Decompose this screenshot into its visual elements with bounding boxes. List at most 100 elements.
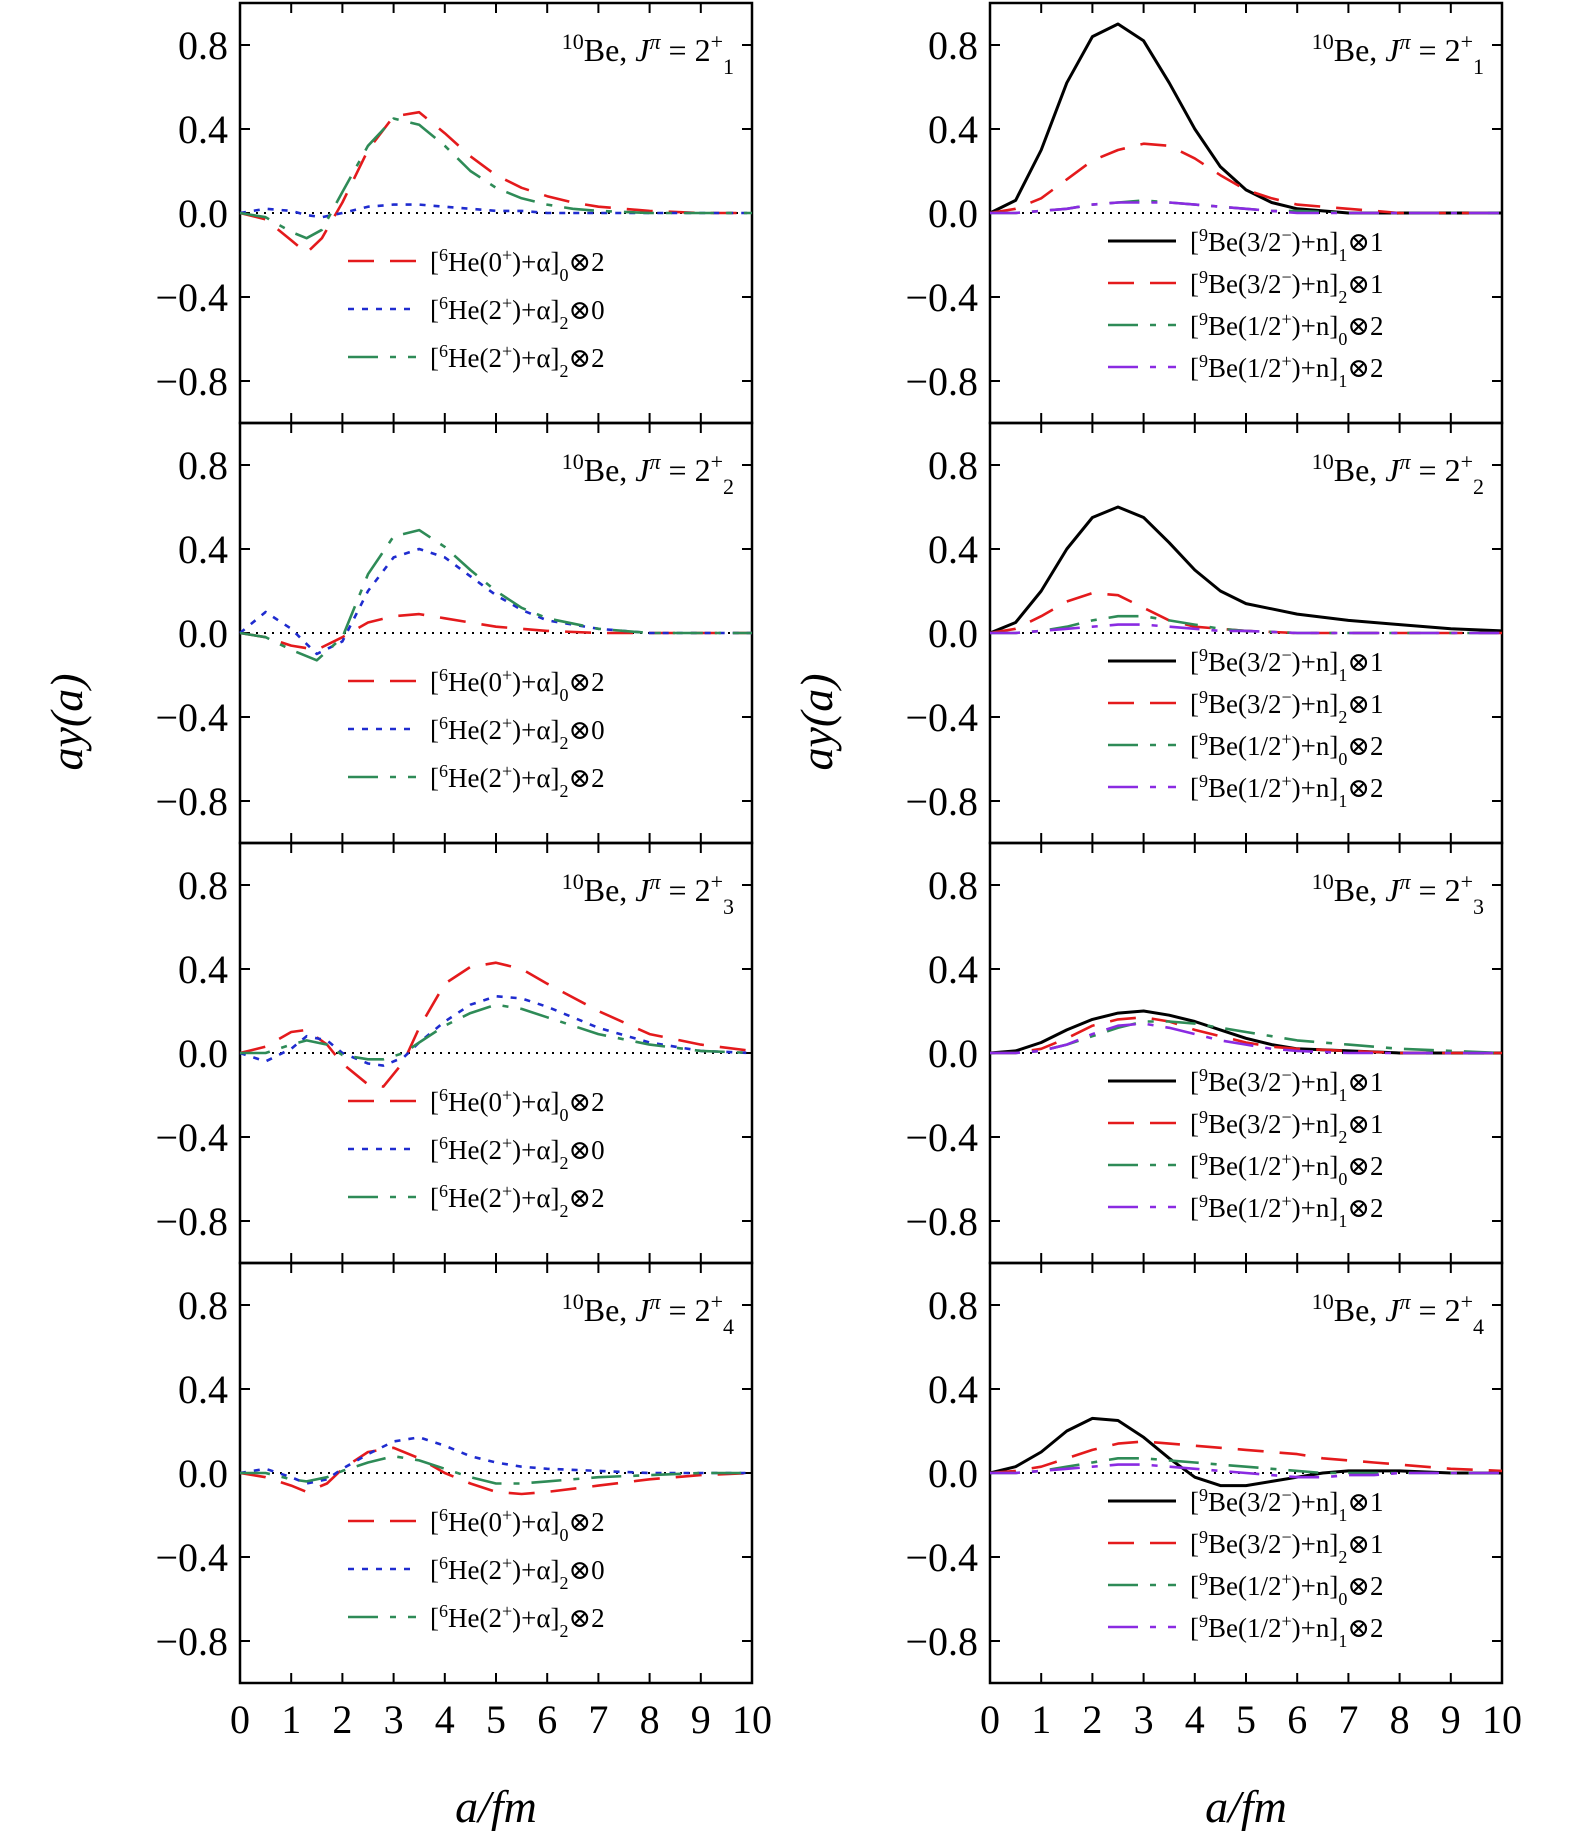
legend-entry: [9Be(1/2+)+n]1⊗2	[1190, 1611, 1384, 1651]
legend-entry: [6He(2+)+α]2⊗2	[430, 1181, 605, 1221]
legend-entry: [6He(2+)+α]2⊗0	[430, 1133, 605, 1173]
y-tick-label: 0.4	[928, 107, 978, 152]
y-tick-label: 0.8	[178, 23, 228, 68]
panel-title: 10Be, Jπ = 2+2	[562, 449, 734, 499]
y-tick-label: 0.8	[928, 863, 978, 908]
x-tick-label: 2	[332, 1697, 352, 1742]
x-tick-label: 6	[537, 1697, 557, 1742]
series-line-blue	[239, 1436, 752, 1485]
x-axis-label-right: a/fm	[1205, 1781, 1287, 1831]
x-tick-label: 10	[732, 1697, 772, 1742]
series-line-blue	[239, 994, 753, 1067]
legend-entry: [9Be(1/2+)+n]1⊗2	[1190, 1191, 1384, 1231]
y-tick-label: 0.8	[928, 1283, 978, 1328]
panel-title: 10Be, Jπ = 2+1	[1312, 29, 1484, 79]
x-tick-label: 2	[1082, 1697, 1102, 1742]
x-tick-label: 9	[1441, 1697, 1461, 1742]
y-tick-label: 0.8	[178, 443, 228, 488]
legend-entry: [9Be(3/2−)+n]1⊗1	[1190, 645, 1384, 685]
panel-title: 10Be, Jπ = 2+4	[562, 1289, 734, 1339]
y-tick-label: 0.0	[928, 1451, 978, 1496]
legend-entry: [9Be(1/2+)+n]1⊗2	[1190, 771, 1384, 811]
legend-entry: [9Be(3/2−)+n]2⊗1	[1190, 1107, 1384, 1147]
legend-entry: [6He(2+)+α]2⊗0	[430, 293, 605, 333]
series-line-blue	[239, 547, 752, 656]
x-tick-label: 5	[1236, 1697, 1256, 1742]
y-tick-label: 0.0	[928, 191, 978, 236]
panel-right-4: 0.8 0.4 0.0 −0.4 −0.80 1 2 3 4 5 6 7 8 9 10 10Be, Jπ = …	[905, 1261, 1522, 1742]
series-line-purple	[990, 1463, 1502, 1479]
series-line-red	[989, 1440, 1503, 1475]
y-tick-label: 0.0	[178, 1451, 228, 1496]
series-line-red	[239, 110, 752, 255]
series-line-red	[989, 142, 1502, 215]
x-tick-label: 0	[980, 1697, 1000, 1742]
legend-entry: [9Be(1/2+)+n]0⊗2	[1190, 309, 1384, 349]
panel-right-1: 0.8 0.4 0.0 −0.4 −0.8 10Be, Jπ = 2+1 [9Be(3/2−…	[905, 1, 1504, 425]
series-line-green	[239, 528, 752, 662]
y-tick-label: 0.8	[178, 1283, 228, 1328]
series-line-green	[240, 1003, 753, 1061]
panel-title: 10Be, Jπ = 2+2	[1312, 449, 1484, 499]
x-axis-label-left: a/fm	[455, 1781, 537, 1831]
y-tick-label: −0.8	[905, 359, 978, 404]
y-tick-label: −0.8	[905, 1199, 978, 1244]
y-tick-label: 0.4	[178, 1367, 228, 1412]
y-axis-label-right: ay(a)	[791, 673, 842, 770]
y-tick-label: −0.8	[155, 779, 228, 824]
x-tick-label: 1	[1031, 1697, 1051, 1742]
series-line-purple	[990, 1022, 1502, 1055]
series-line-red	[239, 612, 752, 652]
legend-entry: [9Be(3/2−)+n]2⊗1	[1190, 687, 1384, 727]
y-tick-label: 0.0	[928, 1031, 978, 1076]
legend-entry: [9Be(1/2+)+n]0⊗2	[1190, 1149, 1384, 1189]
x-tick-label: 5	[486, 1697, 506, 1742]
y-tick-label: −0.4	[905, 275, 978, 320]
y-tick-label: −0.8	[155, 359, 228, 404]
legend-entry: [6He(2+)+α]2⊗2	[430, 341, 605, 381]
x-tick-label: 7	[588, 1697, 608, 1742]
x-tick-label: 8	[1390, 1697, 1410, 1742]
panels-group: 0.8 0.4 0.0 −0.4 −0.8 10Be, Jπ = 2+1 [6He(0+)+…	[155, 1, 1522, 1742]
x-tick-label: 10	[1482, 1697, 1522, 1742]
legend-entry: [6He(0+)+α]0⊗2	[430, 245, 605, 285]
y-tick-label: 0.8	[178, 863, 228, 908]
series-line-green	[990, 1457, 1502, 1475]
legend-entry: [6He(0+)+α]0⊗2	[430, 1505, 605, 1545]
x-tick-label: 4	[1185, 1697, 1205, 1742]
y-tick-label: 0.4	[178, 527, 228, 572]
panel-left-4: 0.8 0.4 0.0 −0.4 −0.80 1 2 3 4 5 6 7 8 9 10 10Be, Jπ = …	[155, 1261, 772, 1742]
y-tick-label: −0.8	[905, 779, 978, 824]
y-tick-label: −0.8	[155, 1199, 228, 1244]
y-tick-label: 0.4	[178, 947, 228, 992]
panel-title: 10Be, Jπ = 2+4	[1312, 1289, 1484, 1339]
series-line-red	[990, 1015, 1502, 1055]
series-line-green	[239, 117, 752, 240]
legend-entry: [6He(2+)+α]2⊗2	[430, 1601, 605, 1641]
legend-entry: [6He(0+)+α]0⊗2	[430, 665, 605, 705]
y-tick-label: −0.4	[905, 1535, 978, 1580]
x-tick-label: 1	[281, 1697, 301, 1742]
panel-right-2: 0.8 0.4 0.0 −0.4 −0.8 10Be, Jπ = 2+2 [9Be(3/2−…	[905, 421, 1504, 845]
legend-entry: [9Be(1/2+)+n]0⊗2	[1190, 1569, 1384, 1609]
panel-title: 10Be, Jπ = 2+3	[1312, 869, 1484, 919]
y-axis-label-left: ay(a)	[41, 673, 92, 770]
y-tick-label: 0.4	[178, 107, 228, 152]
legend-entry: [9Be(3/2−)+n]1⊗1	[1190, 1065, 1384, 1105]
y-tick-label: 0.8	[928, 23, 978, 68]
legend-entry: [9Be(3/2−)+n]2⊗1	[1190, 1527, 1384, 1567]
panel-left-2: 0.8 0.4 0.0 −0.4 −0.8 10Be, Jπ = 2+2 [6He(0+)+…	[155, 421, 754, 845]
series-line-green	[990, 199, 1502, 215]
y-tick-label: −0.4	[155, 1535, 228, 1580]
series-line-purple	[990, 201, 1502, 215]
y-tick-label: −0.8	[155, 1619, 228, 1664]
series-line-black	[989, 1416, 1502, 1488]
legend-entry: [9Be(3/2−)+n]1⊗1	[1190, 225, 1384, 265]
x-tick-label: 3	[384, 1697, 404, 1742]
series-line-red	[239, 961, 753, 1088]
series-line-black	[989, 505, 1503, 635]
y-tick-label: −0.4	[155, 695, 228, 740]
y-tick-label: 0.4	[928, 527, 978, 572]
y-tick-label: 0.4	[928, 1367, 978, 1412]
